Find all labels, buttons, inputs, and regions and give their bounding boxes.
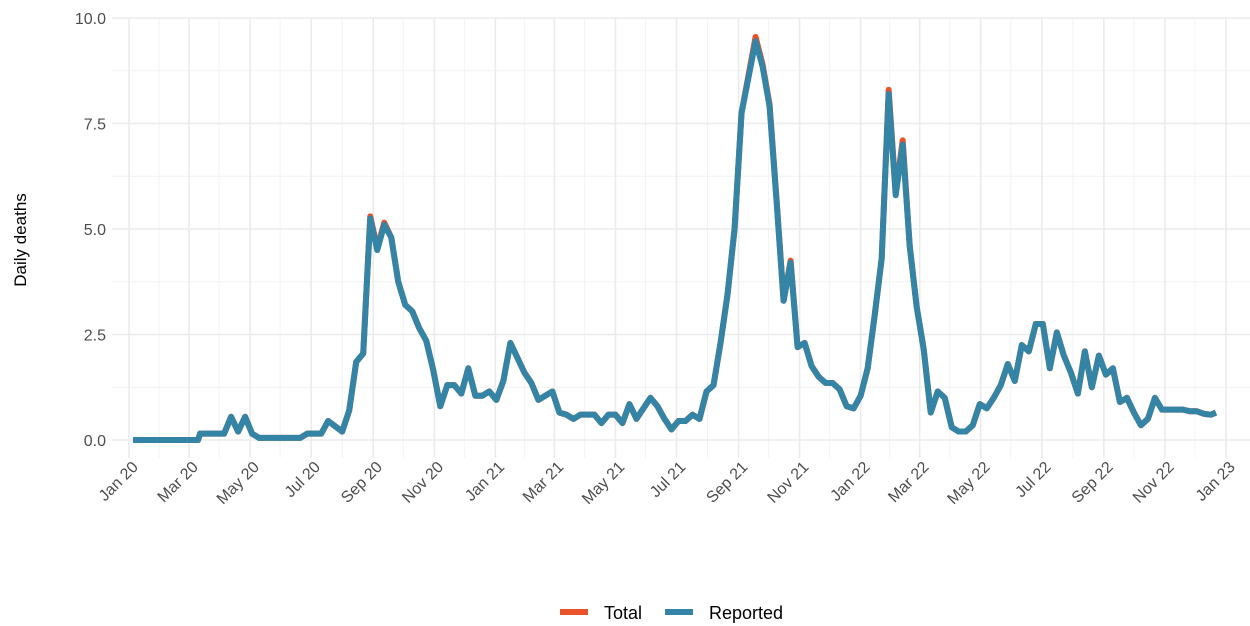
x-tick-label: Jul 22: [1012, 459, 1054, 501]
x-tick-label: Nov 21: [765, 459, 813, 507]
x-tick-label: May 20: [214, 459, 263, 508]
y-tick-label: 2.5: [84, 328, 106, 345]
y-axis-title: Daily deaths: [11, 193, 30, 287]
x-tick-label: Jan 21: [462, 459, 508, 505]
y-tick-label: 0.0: [84, 433, 106, 450]
x-tick-label: Nov 22: [1130, 459, 1178, 507]
x-tick-label: Sep 20: [338, 459, 386, 507]
x-tick-label: Mar 22: [885, 459, 932, 506]
x-tick-label: Sep 21: [703, 459, 751, 507]
minor-gridlines: [112, 18, 1250, 458]
x-tick-label: Jan 22: [827, 459, 873, 505]
legend-item-total: Total: [560, 603, 642, 623]
legend-label: Reported: [709, 603, 783, 623]
series-line-reported: [133, 38, 1218, 443]
y-axis-tick-labels: 0.0 2.5 5.0 7.5 10.0: [75, 11, 106, 450]
x-tick-label: Jan 23: [1193, 459, 1239, 505]
y-tick-label: 5.0: [84, 222, 106, 239]
x-tick-label: May 22: [944, 459, 993, 508]
y-tick-label: 7.5: [84, 117, 106, 134]
legend-item-reported: Reported: [665, 603, 783, 623]
x-tick-label: Sep 22: [1069, 459, 1117, 507]
series-lines: [133, 33, 1218, 443]
series-line-total: [133, 33, 1218, 443]
x-tick-label: Mar 21: [520, 459, 567, 506]
x-tick-label: Jan 20: [96, 459, 142, 505]
x-tick-label: Jul 20: [282, 459, 324, 501]
x-tick-label: May 21: [579, 459, 628, 508]
x-tick-label: Nov 20: [399, 459, 447, 507]
x-axis-tick-labels: Jan 20 Mar 20 May 20 Jul 20 Sep 20 Nov 20 Jan …: [96, 459, 1239, 508]
legend-label: Total: [604, 603, 642, 623]
major-gridlines: [112, 17, 1250, 458]
x-tick-label: Mar 20: [155, 459, 202, 506]
y-tick-label: 10.0: [75, 11, 106, 28]
legend: Total Reported: [560, 603, 783, 623]
x-tick-label: Jul 21: [647, 459, 689, 501]
